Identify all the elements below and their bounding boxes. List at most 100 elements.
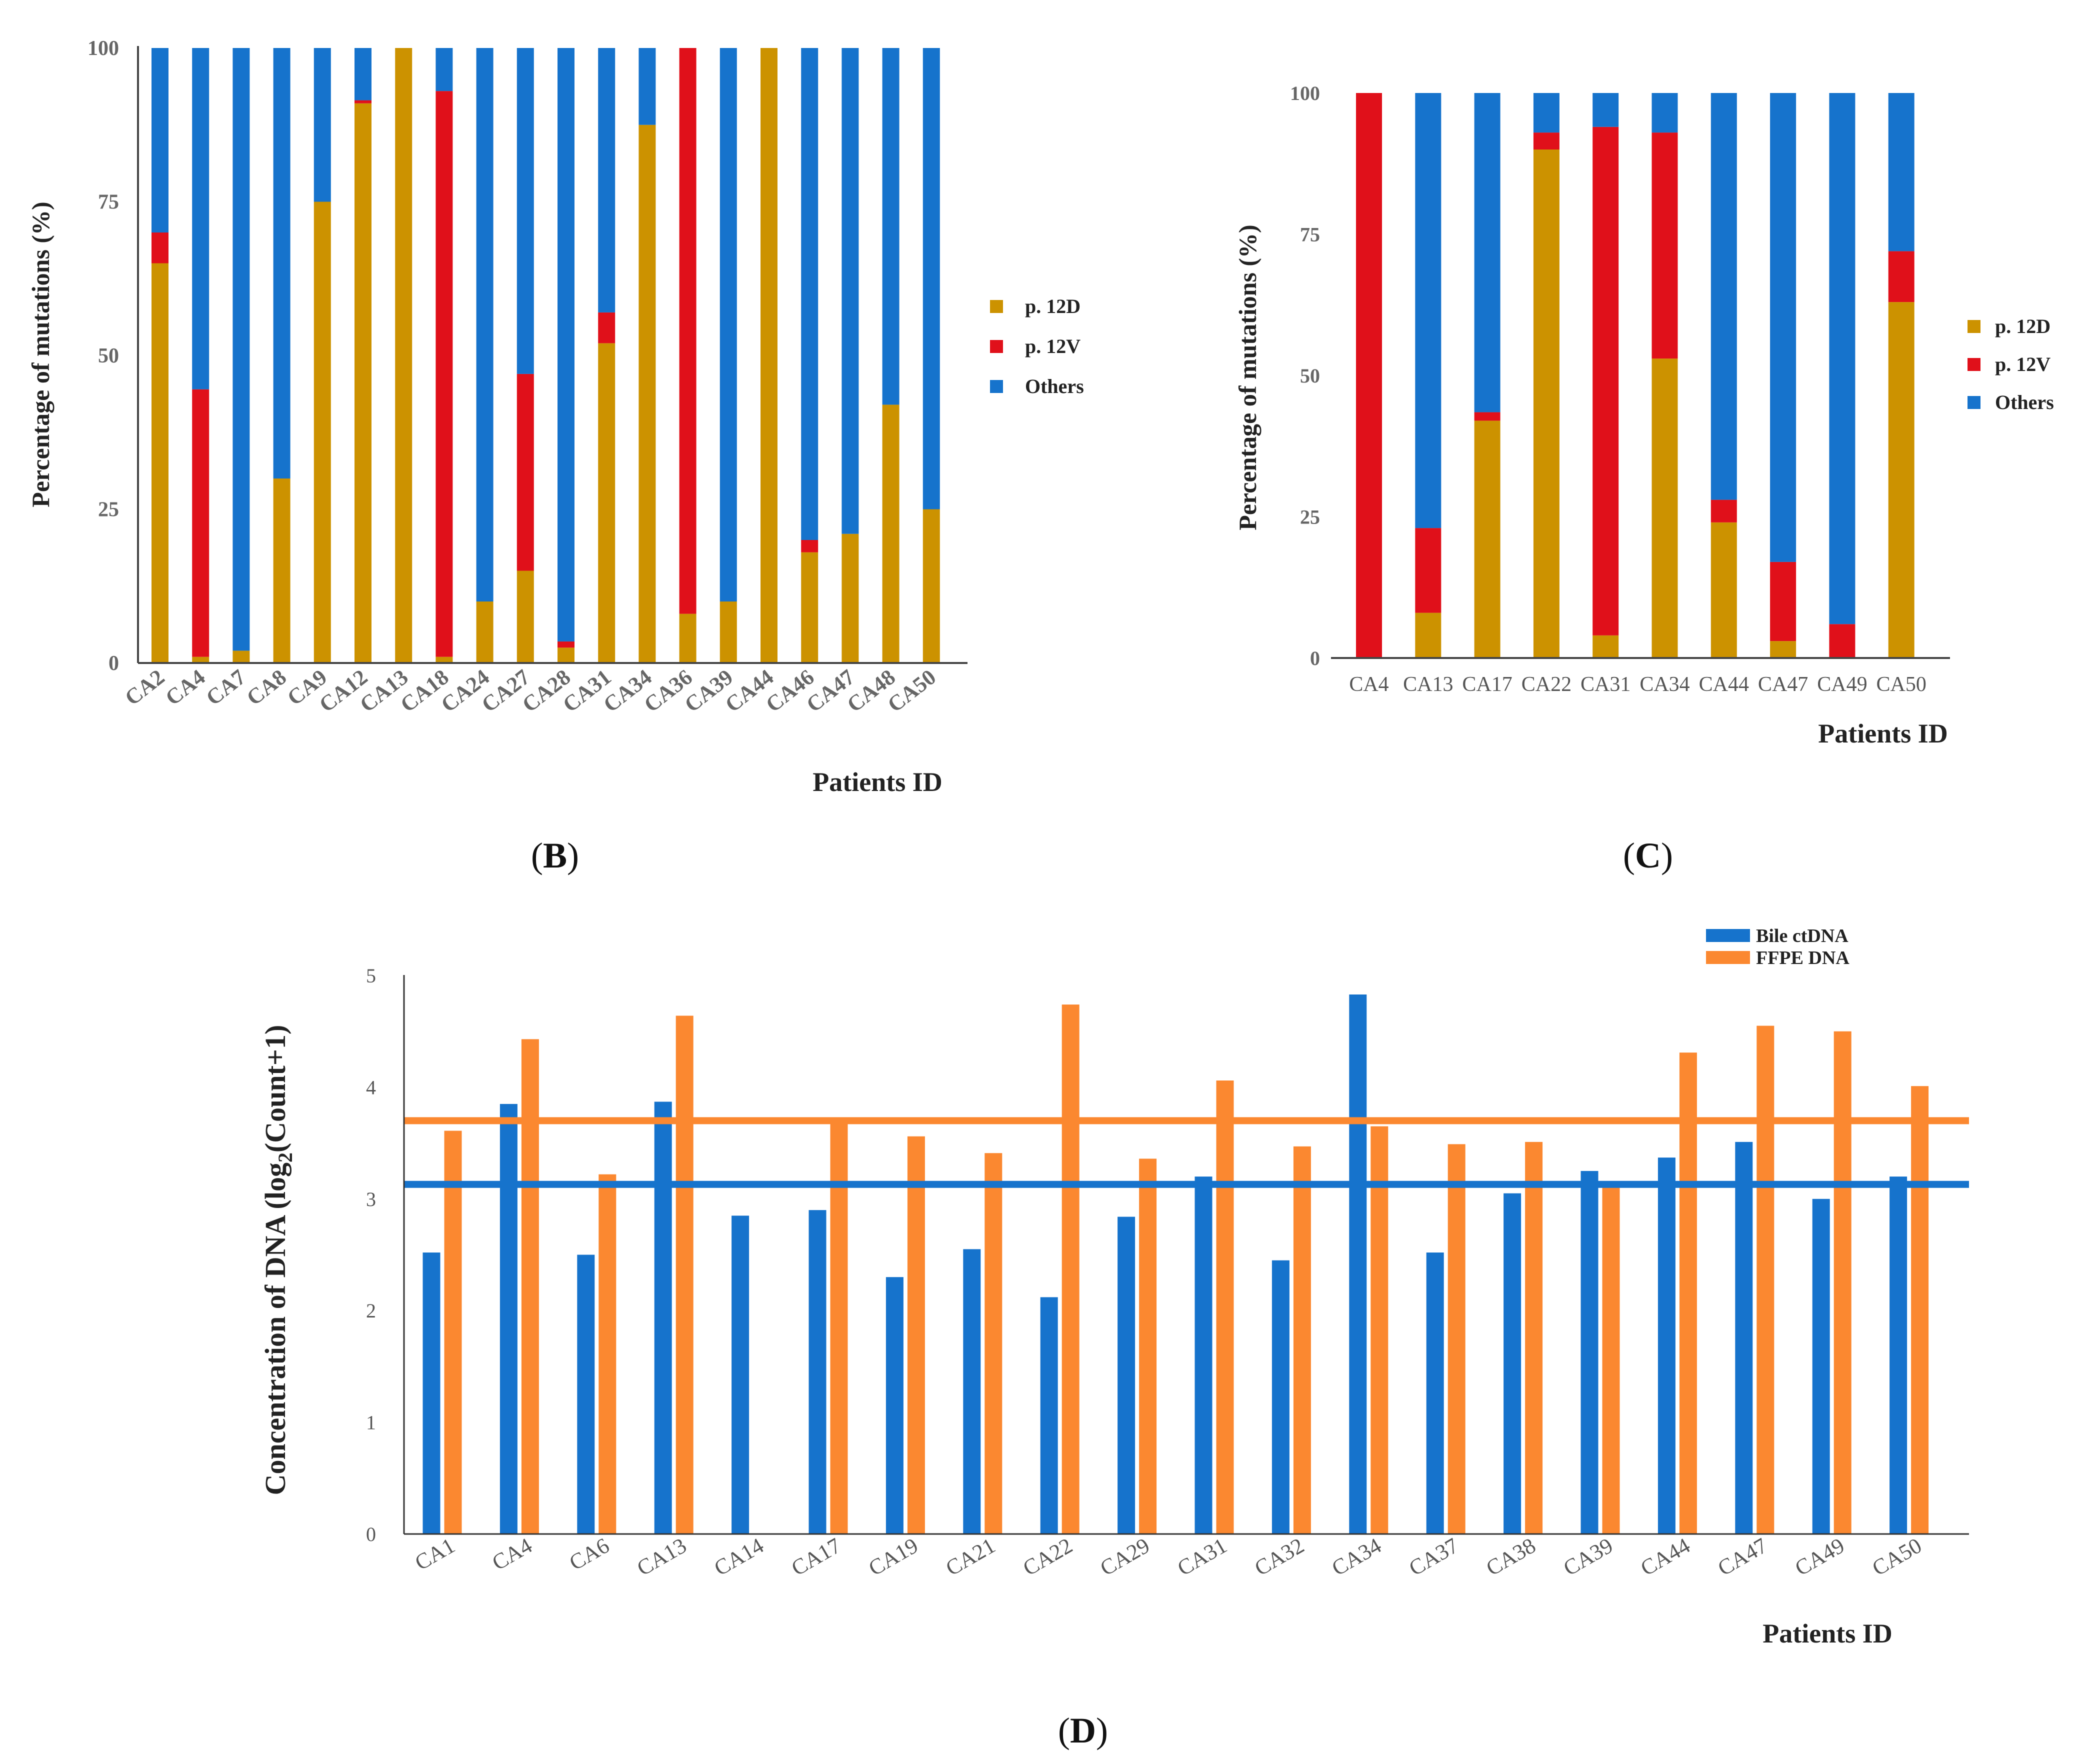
bar-segment-p12v	[1356, 93, 1382, 658]
chart-d-legend: Bile ctDNA FFPE DNA	[1706, 926, 1850, 968]
x-tick-label: CA50	[1868, 1533, 1926, 1580]
x-tick-label: CA22	[1522, 673, 1572, 696]
bar-segment-others	[1888, 93, 1914, 252]
panel-letter-d: D	[1070, 1710, 1096, 1750]
bar-bile-ctdna	[808, 1210, 826, 1534]
legend-label-bile: Bile ctDNA	[1756, 926, 1848, 946]
bar-segment-p12d	[882, 404, 900, 663]
x-tick-label: CA47	[1758, 673, 1808, 696]
bar-segment-others	[516, 48, 534, 374]
y-tick-label: 50	[1300, 364, 1320, 387]
bar-segment-p12d	[1710, 522, 1737, 658]
bar-bile-ctdna	[1349, 994, 1367, 1534]
x-tick-label: CA44	[1636, 1533, 1694, 1580]
bar-segment-p12d	[922, 509, 940, 663]
bar-bile-ctdna	[1118, 1216, 1136, 1534]
bar-segment-p12d	[720, 602, 737, 663]
bar-segment-p12v	[152, 232, 168, 264]
bar-bile-ctdna	[500, 1104, 518, 1534]
x-tick-label: CA39	[1559, 1533, 1617, 1580]
y-tick-label: 25	[98, 498, 119, 522]
bar-segment-others	[801, 48, 818, 540]
x-tick-label: CA31	[1580, 673, 1630, 696]
legend-label-p12d: p. 12D	[1025, 295, 1080, 318]
x-tick-label: CA34	[1640, 673, 1690, 696]
x-tick-label: CA13	[633, 1533, 691, 1580]
bar-ffpe-dna	[1602, 1185, 1620, 1534]
x-tick-label: CA8	[242, 664, 291, 710]
bar-segment-p12v	[1652, 132, 1678, 359]
y-tick-label: 0	[108, 652, 119, 675]
bar-segment-others	[1474, 93, 1500, 412]
bar-segment-p12d	[436, 656, 453, 663]
bar-bile-ctdna	[1194, 1176, 1212, 1534]
panel-label-b: (B)	[531, 836, 579, 876]
y-tick-label: 2	[366, 1300, 376, 1322]
chart-d-ylabel: Concentration of DNA (log2(Count+1)	[259, 1025, 296, 1496]
bar-segment-p12d	[1592, 635, 1619, 658]
x-tick-label: CA32	[1250, 1533, 1308, 1580]
bar-bile-ctdna	[1735, 1142, 1753, 1534]
bar-ffpe-dna	[676, 1016, 694, 1534]
legend-swatch-p12v	[1968, 358, 1980, 371]
bar-segment-p12d	[192, 656, 210, 663]
bar-bile-ctdna	[654, 1102, 672, 1534]
bar-bile-ctdna	[1040, 1297, 1058, 1534]
bar-ffpe-dna	[907, 1136, 925, 1534]
bar-segment-others	[842, 48, 859, 534]
bar-segment-p12v	[516, 374, 534, 571]
bar-ffpe-dna	[1448, 1144, 1466, 1534]
x-tick-label: CA17	[787, 1533, 845, 1580]
x-tick-label: CA14	[710, 1533, 768, 1580]
x-tick-label: CA19	[864, 1533, 922, 1580]
x-tick-label: CA44	[1699, 673, 1749, 696]
bar-segment-others	[1829, 93, 1856, 624]
legend-swatch-others	[990, 380, 1003, 393]
bar-segment-others	[192, 48, 210, 390]
bar-segment-p12d	[232, 650, 250, 663]
bar-ffpe-dna	[1679, 1052, 1697, 1534]
y-tick-label: 75	[1300, 224, 1320, 246]
bar-segment-p12d	[1474, 420, 1500, 658]
bar-segment-p12v	[1533, 132, 1560, 150]
x-tick-label: CA6	[565, 1533, 613, 1575]
bar-segment-p12v	[1592, 126, 1619, 636]
x-tick-label: CA4	[488, 1533, 536, 1575]
x-tick-label: CA22	[1019, 1533, 1077, 1580]
bar-segment-p12d	[801, 552, 818, 663]
bar-segment-others	[152, 48, 168, 232]
x-tick-label: CA2	[120, 664, 170, 710]
legend-swatch-p12d	[990, 300, 1003, 313]
bar-segment-others	[436, 48, 453, 92]
y-tick-label: 0	[366, 1523, 376, 1546]
bar-segment-p12d	[354, 103, 372, 664]
bar-segment-p12v	[679, 48, 696, 614]
bar-segment-p12d	[476, 602, 494, 663]
bar-segment-p12v	[1710, 500, 1737, 522]
bar-ffpe-dna	[1062, 1004, 1080, 1534]
bar-segment-others	[314, 48, 331, 202]
bar-segment-p12d	[1533, 150, 1560, 658]
x-tick-label: CA47	[1714, 1533, 1772, 1580]
bar-segment-p12d	[152, 263, 168, 663]
legend-label-p12v: p. 12V	[1995, 353, 2050, 376]
panel-letter-c: C	[1635, 836, 1661, 876]
legend-label-p12v: p. 12V	[1025, 335, 1080, 358]
bar-segment-others	[1533, 93, 1560, 133]
bar-segment-others	[1592, 93, 1619, 127]
legend-swatch-others	[1968, 396, 1980, 409]
legend-label-others: Others	[1025, 375, 1084, 398]
bar-segment-p12v	[801, 540, 818, 552]
chart-d-ylabel-main: Concentration of DNA (log	[259, 1162, 292, 1495]
chart-c-xlabel: Patients ID	[1818, 718, 1948, 748]
bar-segment-p12d	[598, 343, 616, 663]
x-tick-label: CA49	[1817, 673, 1867, 696]
x-tick-label: CA50	[1876, 673, 1926, 696]
bar-ffpe-dna	[521, 1039, 539, 1534]
bar-ffpe-dna	[1216, 1080, 1234, 1534]
panel-label-d: (D)	[1058, 1710, 1108, 1750]
bar-bile-ctdna	[732, 1216, 750, 1534]
bar-segment-others	[882, 48, 900, 405]
